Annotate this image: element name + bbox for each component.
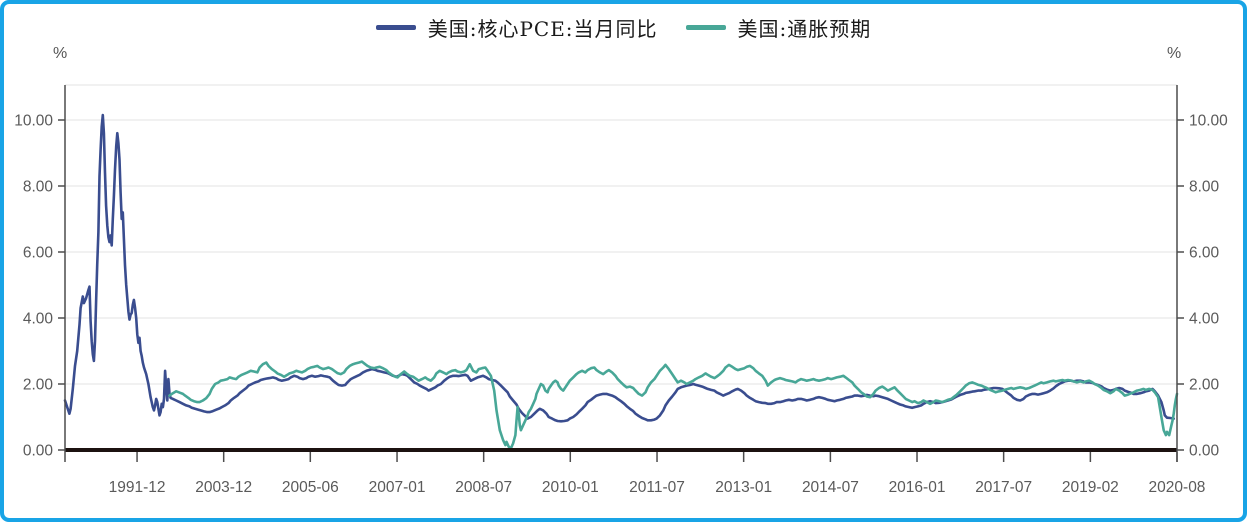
y-axis-label-left: 0.00 — [23, 443, 54, 460]
y-axis-unit-right: % — [1167, 45, 1182, 62]
legend-item-inflation-expectation: 美国:通胀预期 — [685, 13, 872, 42]
y-axis-label-right: 4.00 — [1189, 311, 1220, 328]
y-axis-label-right: 2.00 — [1189, 377, 1220, 394]
x-axis-label: 2017-07 — [975, 479, 1032, 496]
x-axis-label: 2020-08 — [1149, 479, 1206, 496]
legend-label-core-pce: 美国:核心PCE:当月同比 — [427, 16, 658, 41]
plot-area: 0.00 0.00 2.00 2.00 4.00 4.00 6.00 6.00 8.00 8.00… — [14, 84, 1228, 496]
y-axis-label-left: 8.00 — [23, 179, 54, 196]
x-axis-label: 2003-12 — [195, 479, 252, 496]
y-axis-label-left: 2.00 — [23, 377, 54, 394]
y-axis-label-left: 10.00 — [14, 113, 53, 130]
chart-legend: 美国:核心PCE:当月同比 美国:通胀预期 — [4, 13, 1243, 41]
legend-swatch-inflation-expectation-icon — [685, 24, 726, 30]
legend-label-inflation-expectation: 美国:通胀预期 — [737, 16, 872, 41]
y-axis-label-right: 0.00 — [1189, 443, 1220, 460]
legend-swatch-core-pce-icon — [375, 24, 416, 30]
series-line-1 — [63, 113, 1175, 423]
x-axis-label: 2008-07 — [455, 479, 512, 496]
y-axis-label-right: 6.00 — [1189, 245, 1220, 262]
y-axis-label-right: 10.00 — [1189, 113, 1228, 130]
x-axis-label: 2005-06 — [282, 479, 339, 496]
x-axis-label: 2013-01 — [715, 479, 772, 496]
y-axis-label-left: 6.00 — [23, 245, 54, 262]
y-axis-label-left: 4.00 — [23, 311, 54, 328]
x-axis-label: 2011-07 — [629, 479, 685, 496]
x-axis-label: 2016-01 — [889, 479, 946, 496]
x-axis-label: 1991-12 — [109, 479, 166, 496]
y-axis-unit-left: % — [53, 45, 68, 62]
y-axis-label-right: 8.00 — [1189, 179, 1220, 196]
series-line-2 — [168, 360, 1179, 450]
x-axis-label: 2007-01 — [369, 479, 426, 496]
x-axis-label: 2019-02 — [1062, 479, 1119, 496]
x-axis-label: 2010-01 — [542, 479, 599, 496]
legend-item-core-pce: 美国:核心PCE:当月同比 — [375, 13, 658, 42]
x-axis-label: 2014-07 — [802, 479, 859, 496]
